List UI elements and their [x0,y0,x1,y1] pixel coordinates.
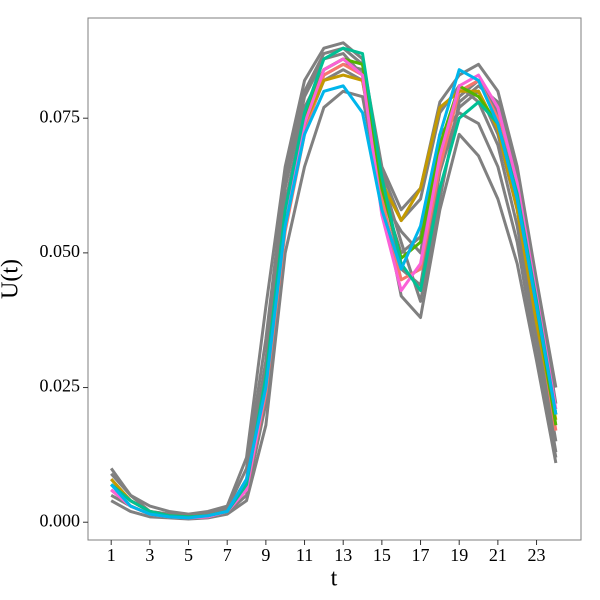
x-axis-title: t [331,566,338,592]
x-tick-label: 19 [450,545,468,565]
y-tick-label: 0.050 [40,241,81,261]
x-tick-label: 11 [296,545,313,565]
series-line [110,68,558,520]
y-tick-label: 0.000 [40,510,81,530]
x-tick-label: 15 [373,545,391,565]
y-tick-label: 0.075 [40,106,81,126]
x-tick-label: 1 [107,545,116,565]
x-tick-label: 17 [412,545,430,565]
x-tick-label: 7 [223,545,232,565]
x-tick-label: 13 [334,545,352,565]
y-axis-title: U(t) [0,259,24,299]
x-tick-label: 23 [528,545,546,565]
series-line [109,41,558,516]
y-tick-label: 0.025 [40,376,81,396]
x-tick-label: 21 [489,545,507,565]
x-tick-label: 5 [184,545,193,565]
x-tick-label: 3 [145,545,154,565]
x-tick-label: 9 [261,545,270,565]
panel [87,17,582,541]
